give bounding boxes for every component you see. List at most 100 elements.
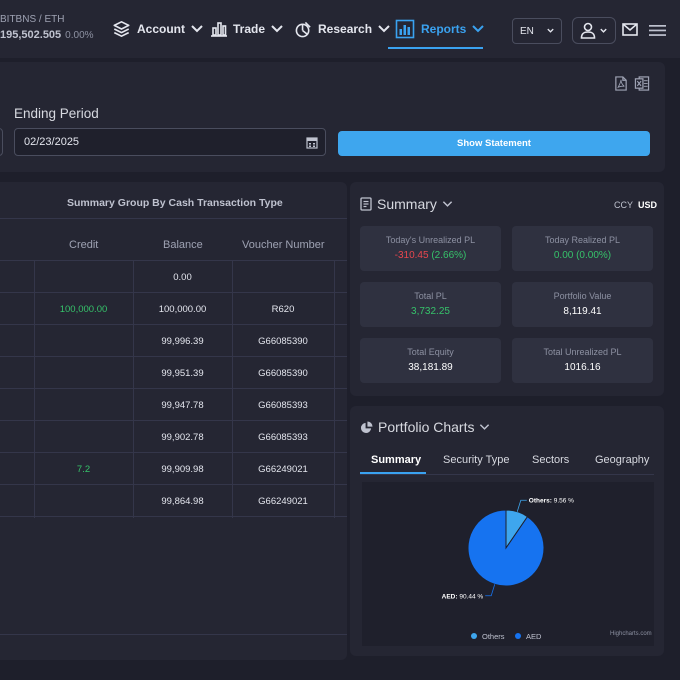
card-label: Today's Unrealized PL: [385, 235, 476, 245]
document-icon: [360, 197, 372, 211]
credit-cell: [34, 357, 133, 389]
ticker-change: 0.00%: [65, 30, 94, 41]
card-total-unrealized-pl: Total Unrealized PL 1016.16: [512, 338, 653, 383]
ticker-widget[interactable]: BITBNS / ETH 195,502.505 0.00%: [0, 14, 94, 41]
card-value: 38,181.89: [408, 362, 453, 373]
pie-slice-aed[interactable]: [467, 509, 545, 587]
tab-geography[interactable]: Geography: [595, 454, 650, 466]
table-row: 0.00: [0, 261, 347, 293]
chevron-down-icon: [378, 25, 390, 33]
hamburger-menu-icon[interactable]: [649, 24, 666, 37]
calendar-icon[interactable]: [306, 136, 318, 149]
currency-indicator[interactable]: CCY USD: [614, 200, 657, 210]
pie-data-label: AED: 90.44 %: [442, 593, 484, 600]
legend-item-others[interactable]: Others: [482, 632, 505, 641]
card-label: Total Unrealized PL: [543, 347, 622, 357]
tab-security-type[interactable]: Security Type: [443, 454, 510, 466]
chevron-down-icon: [442, 201, 453, 207]
nav-account-label: Account: [137, 22, 185, 36]
column-divider: [34, 261, 35, 518]
column-divider: [232, 261, 233, 518]
balance-cell: 99,864.98: [161, 495, 204, 507]
table-row: 99,951.39 G66085390: [0, 357, 347, 389]
voucher-cell: G66249021: [258, 495, 308, 507]
card-portfolio-value: Portfolio Value 8,119.41: [512, 282, 653, 327]
voucher-cell: G66085390: [258, 367, 308, 379]
nav-reports-label: Reports: [421, 22, 467, 36]
table-title-bar: Summary Group By Cash Transaction Type: [0, 182, 347, 219]
chevron-down-icon: [600, 28, 607, 33]
credit-cell: [34, 325, 133, 357]
summary-header[interactable]: Summary: [360, 196, 453, 212]
column-divider: [133, 261, 134, 518]
pie-data-label: Others: 9.56 %: [529, 498, 574, 505]
nav-research-label: Research: [318, 22, 373, 36]
chevron-down-icon: [271, 25, 283, 33]
credit-cell: 100,000.00: [59, 303, 108, 315]
table-body: 0.00 100,000.00 100,000.00 R620 99,996.3…: [0, 261, 347, 517]
statement-filter-panel: Ending Period 02/23/2025 Show Statement: [0, 62, 665, 172]
legend-marker: [515, 633, 521, 639]
tab-sectors[interactable]: Sectors: [532, 454, 570, 466]
column-header-credit[interactable]: Credit: [69, 239, 99, 251]
excel-export-icon[interactable]: [634, 76, 650, 91]
ticker-symbol: BITBNS / ETH: [0, 14, 65, 25]
portfolio-charts-panel: Portfolio Charts Summary Security Type S…: [350, 406, 664, 656]
unrealized-value: -310.45: [394, 250, 429, 261]
balance-cell: 99,951.39: [161, 367, 204, 379]
user-menu-button[interactable]: [572, 17, 616, 44]
pie-leader-line: [485, 584, 496, 597]
ending-period-label: Ending Period: [14, 106, 99, 121]
tab-divider: [360, 474, 654, 475]
column-header-balance[interactable]: Balance: [163, 239, 203, 251]
ticker-price-line: 195,502.505 0.00%: [0, 29, 94, 41]
nav-account[interactable]: Account: [112, 16, 203, 42]
table-row: 99,947.78 G66085393: [0, 389, 347, 421]
language-select[interactable]: EN: [512, 18, 562, 44]
top-navigation-bar: BITBNS / ETH 195,502.505 0.00% Account Tr…: [0, 0, 680, 58]
pie-chart-icon: [295, 21, 311, 37]
balance-cell: 99,902.78: [161, 431, 204, 443]
legend-item-aed[interactable]: AED: [526, 632, 542, 641]
starting-period-field-edge[interactable]: [0, 128, 3, 156]
card-label: Portfolio Value: [553, 291, 612, 301]
voucher-cell: [232, 261, 334, 293]
mail-icon[interactable]: [622, 23, 638, 36]
nav-trade[interactable]: Trade: [211, 16, 283, 42]
nav-research[interactable]: Research: [295, 16, 390, 42]
layers-icon: [113, 20, 130, 38]
credit-cell: [34, 421, 133, 453]
pie-leader-line: [516, 499, 527, 512]
pdf-export-icon[interactable]: [614, 76, 628, 91]
card-today-realized-pl: Today Realized PL 0.00 (0.00%): [512, 226, 653, 271]
portfolio-charts-header[interactable]: Portfolio Charts: [360, 419, 490, 435]
chart-credits[interactable]: Highcharts.com: [610, 631, 652, 637]
language-value: EN: [520, 25, 534, 37]
voucher-cell: G66249021: [258, 463, 308, 475]
user-icon: [580, 22, 596, 39]
card-value: -310.45 (2.66%): [360, 250, 501, 261]
pie-legend: Others AED: [471, 632, 542, 641]
ending-period-date-input[interactable]: 02/23/2025: [14, 128, 326, 156]
card-total-equity: Total Equity 38,181.89: [360, 338, 501, 383]
card-value: 3,732.25: [411, 306, 450, 317]
voucher-cell: G66085393: [258, 431, 308, 443]
export-toolbar: [614, 76, 650, 91]
credit-cell: 7.2: [76, 463, 91, 475]
bar-chart-icon: [211, 22, 227, 37]
balance-cell: 0.00: [173, 271, 192, 283]
table-row: 99,996.39 G66085390: [0, 325, 347, 357]
column-header-voucher[interactable]: Voucher Number: [242, 239, 325, 251]
tab-summary[interactable]: Summary: [371, 454, 422, 466]
ccy-label: CCY: [614, 200, 634, 210]
credit-cell: [34, 261, 133, 293]
pie-chart: Others: 9.56 % AED: 90.44 % Others AED: [442, 498, 575, 641]
balance-cell: 99,996.39: [161, 335, 204, 347]
table-row: 99,902.78 G66085393: [0, 421, 347, 453]
nav-reports[interactable]: Reports: [395, 16, 485, 42]
show-statement-button[interactable]: Show Statement: [338, 131, 650, 156]
card-total-pl: Total PL 3,732.25: [360, 282, 501, 327]
unrealized-percent: (2.66%): [431, 250, 467, 261]
active-tab-indicator: [360, 472, 426, 474]
card-todays-unrealized-pl: Today's Unrealized PL -310.45 (2.66%): [360, 226, 501, 271]
